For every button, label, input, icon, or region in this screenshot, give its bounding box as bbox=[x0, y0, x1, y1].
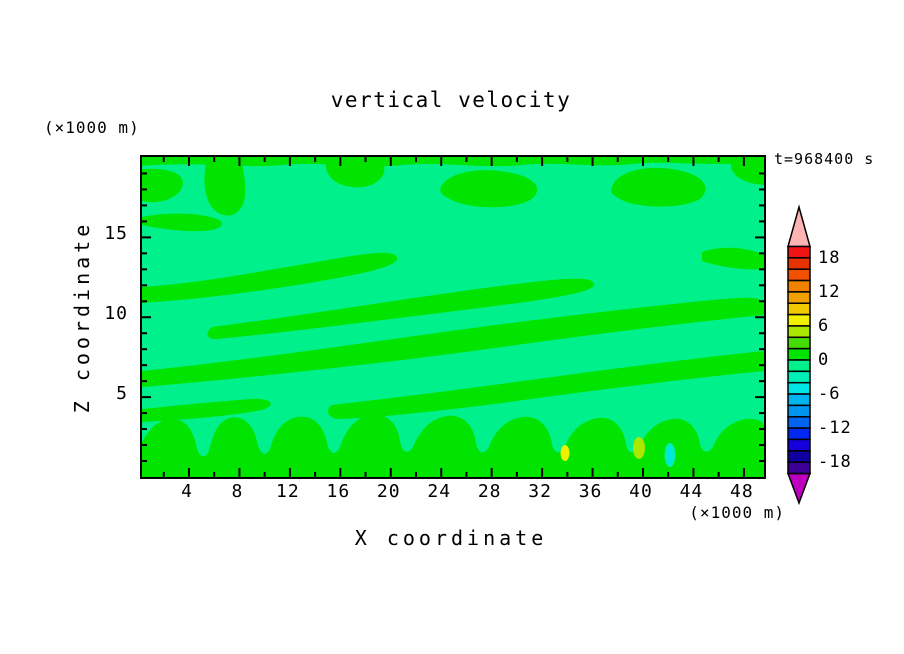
x-tick-label: 28 bbox=[477, 481, 502, 502]
colorbar-segment bbox=[787, 291, 811, 305]
colorbar-segment bbox=[787, 393, 811, 407]
axis-tick-marks bbox=[142, 157, 764, 477]
x-tick-label: 8 bbox=[231, 481, 244, 502]
colorbar-segment bbox=[787, 359, 811, 373]
colorbar-segment bbox=[787, 427, 811, 441]
x-tick-label: 12 bbox=[276, 481, 300, 502]
x-tick-label: 16 bbox=[326, 481, 351, 502]
y-tick-label: 5 bbox=[116, 383, 128, 405]
x-axis-title: X coordinate bbox=[354, 526, 548, 550]
y-axis-unit-label: (×1000 m) bbox=[44, 118, 140, 137]
colorbar-segment bbox=[787, 370, 811, 384]
colorbar-segment bbox=[787, 302, 811, 316]
y-tick-label: 15 bbox=[104, 223, 128, 245]
x-tick-label: 24 bbox=[427, 481, 452, 502]
plot-title: vertical velocity bbox=[330, 88, 572, 112]
colorbar-segment bbox=[787, 325, 811, 339]
colorbar-tick-label: 12 bbox=[818, 281, 841, 302]
colorbar-segment bbox=[787, 450, 811, 463]
vertical-velocity-field bbox=[142, 157, 764, 477]
colorbar-segment bbox=[787, 461, 811, 475]
x-tick-label: 48 bbox=[730, 481, 754, 502]
x-tick-label: 44 bbox=[679, 481, 704, 502]
colorbar-segment bbox=[787, 268, 811, 282]
colorbar bbox=[786, 204, 812, 506]
colorbar-under-arrow bbox=[786, 472, 812, 506]
contour-plot-area bbox=[140, 155, 766, 479]
colorbar-segments bbox=[787, 245, 811, 475]
spot-downdraft-cyan bbox=[667, 446, 673, 464]
x-tick-label: 36 bbox=[578, 481, 603, 502]
colorbar-segment bbox=[787, 336, 811, 350]
colorbar-segment bbox=[787, 404, 811, 418]
x-tick-label: 32 bbox=[528, 481, 552, 502]
colorbar-tick-label: -12 bbox=[818, 418, 852, 439]
time-annotation: t=968400 s bbox=[774, 150, 875, 168]
colorbar-segment bbox=[787, 347, 811, 361]
colorbar-segment bbox=[787, 438, 811, 452]
colorbar-over-arrow bbox=[787, 204, 811, 248]
colorbar-segment bbox=[787, 245, 811, 259]
x-tick-label: 4 bbox=[181, 481, 193, 502]
colorbar-segment bbox=[787, 279, 811, 293]
colorbar-segment bbox=[787, 313, 811, 327]
contour-bands-positive bbox=[142, 157, 764, 477]
x-tick-label: 20 bbox=[376, 481, 401, 502]
colorbar-tick-label: 18 bbox=[818, 247, 841, 268]
colorbar-segment bbox=[787, 416, 811, 429]
spot-updraft-yellow bbox=[560, 445, 570, 461]
colorbar-tick-label: -18 bbox=[818, 452, 852, 473]
colorbar-tick-label: 0 bbox=[818, 350, 830, 370]
colorbar-segment bbox=[787, 257, 811, 270]
x-axis-unit-label: (×1000 m) bbox=[689, 503, 785, 522]
colorbar-tick-label: 6 bbox=[818, 315, 830, 336]
colorbar-tick-label: -6 bbox=[818, 384, 841, 405]
y-tick-label: 10 bbox=[104, 303, 128, 325]
spot-updraft-yellow-green bbox=[633, 437, 645, 459]
colorbar-segment bbox=[787, 381, 811, 395]
x-tick-label: 40 bbox=[629, 481, 653, 502]
contour-extreme-spots bbox=[560, 437, 676, 467]
